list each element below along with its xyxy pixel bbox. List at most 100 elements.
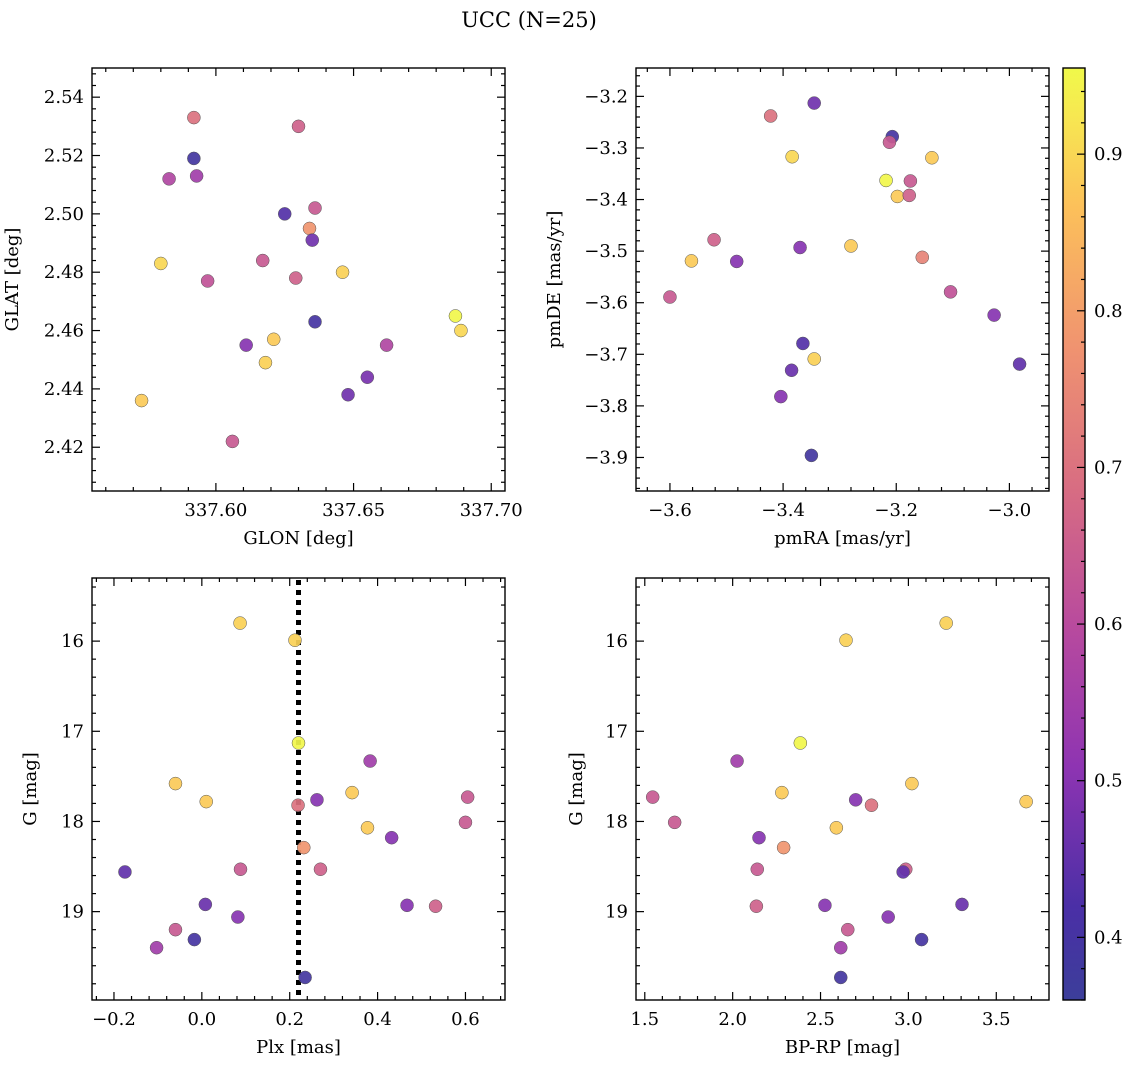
figure-title: UCC (N=25) [461, 8, 597, 32]
y-tick-label: 2.46 [44, 321, 84, 342]
scatter-point [903, 174, 918, 188]
y-tick-label: 19 [605, 902, 628, 923]
scatter-point [341, 387, 355, 402]
scatter-point [298, 970, 312, 985]
scatter-point [277, 207, 292, 221]
scatter-point [793, 240, 807, 255]
scatter-point [310, 793, 324, 807]
scatter-point [793, 736, 808, 750]
scatter-point [297, 840, 311, 855]
x-tick-label: 337.60 [184, 500, 247, 521]
scatter-point [302, 221, 317, 236]
x-tick-label: −3.6 [648, 500, 692, 521]
scatter-point [645, 790, 660, 804]
scatter-point [882, 135, 897, 150]
scatter-point [987, 308, 1001, 322]
scatter-point [833, 940, 848, 955]
colorbar-gradient [1063, 68, 1085, 1000]
scatter-point [291, 119, 306, 134]
scatter-point [360, 821, 375, 835]
scatter-point [288, 633, 302, 647]
colorbar-tick-label: 0.7 [1094, 457, 1123, 478]
x-tick-label: 2.5 [806, 1009, 835, 1030]
x-tick-label: 337.70 [460, 500, 523, 521]
y-tick-label: −3.2 [584, 86, 628, 107]
scatter-point [684, 254, 699, 268]
x-tick-label: 2.0 [718, 1009, 747, 1030]
scatter-point [663, 290, 677, 304]
y-tick-label: −3.3 [584, 138, 628, 159]
x-axis-label: GLON [deg] [243, 528, 353, 549]
scatter-point [448, 309, 463, 323]
x-tick-label: 0.0 [188, 1009, 217, 1030]
y-axis-label: pmDE [mas/yr] [544, 211, 565, 349]
scatter-point [915, 250, 930, 265]
x-axis-label: pmRA [mas/yr] [774, 528, 911, 549]
y-tick-label: 16 [605, 631, 628, 652]
axes-frame [91, 577, 506, 1001]
y-tick-label: 2.54 [44, 87, 84, 108]
x-tick-label: −3.0 [988, 500, 1032, 521]
x-tick-label: 0.4 [363, 1009, 392, 1030]
scatter-point [118, 865, 132, 879]
axes-frame [635, 67, 1050, 492]
y-axis-label: G [mag] [566, 752, 587, 825]
scatter-point [134, 393, 149, 408]
scatter-point [454, 323, 468, 338]
scatter-point [200, 274, 215, 288]
y-tick-label: −3.4 [584, 190, 628, 211]
scatter-point [807, 352, 821, 366]
scatter-point [288, 271, 303, 285]
scatter-point [266, 332, 281, 347]
y-tick-label: 2.52 [44, 146, 84, 167]
scatter-point [313, 862, 328, 877]
y-tick-label: 18 [61, 811, 84, 832]
y-tick-label: 18 [605, 811, 628, 832]
y-axis-label: GLAT [deg] [2, 228, 23, 332]
scatter-point [752, 830, 766, 845]
scatter-point [400, 898, 414, 913]
y-tick-label: −3.9 [584, 447, 628, 468]
x-tick-label: 0.2 [275, 1009, 304, 1030]
y-tick-label: −3.8 [584, 396, 628, 417]
scatter-point [896, 865, 910, 879]
scatter-point [379, 338, 394, 352]
colorbar-tick-label: 0.6 [1094, 614, 1123, 635]
scatter-point [187, 932, 202, 947]
scatter-point [162, 172, 176, 186]
colorbar-tick-label: 0.9 [1094, 144, 1123, 165]
y-tick-label: 2.44 [44, 379, 84, 400]
scatter-point [168, 776, 183, 791]
scatter-point [189, 169, 204, 183]
scatter-point [841, 922, 855, 937]
x-tick-label: −3.4 [761, 500, 805, 521]
x-tick-label: 3.5 [982, 1009, 1011, 1030]
scatter-point [187, 151, 201, 166]
colorbar: 0.4 0.5 0.6 0.7 0.8 0.9 [1062, 67, 1123, 1001]
scatter-point [291, 736, 306, 750]
x-tick-label: 0.6 [451, 1009, 480, 1030]
scatter-point [305, 233, 320, 247]
scatter-point [749, 899, 764, 913]
scatter-point [149, 940, 164, 955]
y-tick-label: 2.42 [44, 437, 84, 458]
scatter-point [258, 355, 273, 370]
scatter-point [775, 785, 789, 800]
scatter-point [308, 201, 322, 215]
scatter-point [939, 616, 953, 630]
scatter-point [360, 370, 375, 384]
scatter-point [796, 336, 810, 351]
scatter-point [233, 862, 248, 877]
scatter-point [428, 899, 443, 913]
scatter-point [776, 840, 791, 855]
colorbar-tick-label: 0.5 [1094, 771, 1123, 792]
scatter-point [881, 910, 895, 924]
scatter-point [864, 798, 879, 812]
scatter-point [225, 434, 240, 449]
scatter-point [154, 256, 168, 271]
scatter-point [729, 254, 744, 269]
y-axis-label: G [mag] [20, 752, 41, 825]
x-axis-label: Plx [mas] [256, 1037, 341, 1058]
scatter-point [818, 898, 832, 913]
scatter-point [914, 932, 929, 947]
